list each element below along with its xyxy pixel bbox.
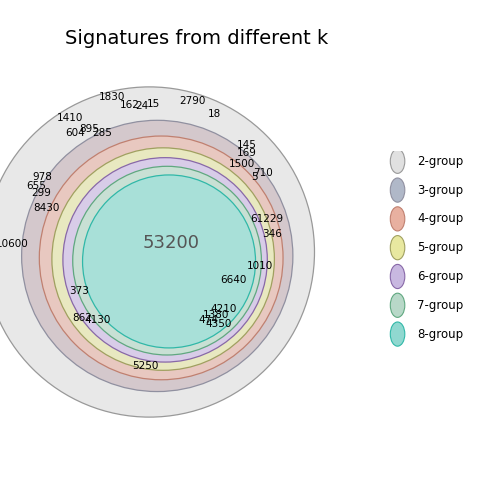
Text: 5: 5: [251, 172, 258, 182]
Text: 53200: 53200: [143, 234, 200, 253]
Text: 4350: 4350: [205, 319, 231, 329]
Text: 61229: 61229: [250, 214, 283, 224]
Text: 1380: 1380: [203, 310, 229, 320]
Text: 978: 978: [33, 171, 52, 181]
Circle shape: [390, 235, 405, 260]
Circle shape: [22, 120, 293, 392]
Text: 1830: 1830: [99, 92, 125, 102]
Text: 5250: 5250: [132, 361, 159, 371]
Circle shape: [39, 136, 283, 380]
Text: 1410: 1410: [57, 112, 83, 122]
Text: 1500: 1500: [229, 159, 256, 168]
Text: 895: 895: [80, 124, 100, 135]
Circle shape: [390, 207, 405, 231]
Text: 604: 604: [66, 129, 85, 138]
Text: 169: 169: [237, 148, 257, 158]
Circle shape: [52, 148, 274, 370]
Text: 8430: 8430: [33, 203, 59, 213]
Text: 299: 299: [31, 188, 51, 198]
Text: 6-group: 6-group: [417, 270, 463, 283]
Text: 162: 162: [120, 100, 140, 109]
Text: 655: 655: [26, 181, 46, 191]
Text: 474: 474: [199, 314, 218, 325]
Text: 2790: 2790: [179, 96, 206, 106]
Text: 373: 373: [69, 286, 89, 295]
Text: 285: 285: [92, 128, 112, 138]
Circle shape: [0, 87, 314, 417]
Text: 4210: 4210: [210, 304, 236, 314]
Text: 18: 18: [208, 109, 221, 119]
Text: 8-group: 8-group: [417, 328, 463, 341]
Circle shape: [73, 166, 262, 355]
Text: 6640: 6640: [221, 275, 247, 285]
Text: 4-group: 4-group: [417, 212, 463, 225]
Circle shape: [390, 293, 405, 318]
Text: 5-group: 5-group: [417, 241, 463, 254]
Circle shape: [390, 322, 405, 346]
Circle shape: [83, 175, 256, 348]
Text: 710: 710: [253, 168, 273, 178]
Text: 1010: 1010: [246, 261, 273, 271]
Circle shape: [390, 178, 405, 202]
Text: 15: 15: [147, 99, 160, 109]
Circle shape: [390, 149, 405, 173]
Text: 145: 145: [237, 140, 257, 150]
Text: 862: 862: [73, 313, 93, 323]
Text: 2-group: 2-group: [417, 155, 463, 168]
Text: 7-group: 7-group: [417, 299, 463, 312]
Circle shape: [390, 265, 405, 289]
Text: 4130: 4130: [84, 314, 111, 325]
Text: 10600: 10600: [0, 239, 29, 249]
Title: Signatures from different k: Signatures from different k: [65, 29, 328, 48]
Circle shape: [63, 158, 267, 362]
Text: 346: 346: [262, 229, 282, 239]
Text: 3-group: 3-group: [417, 183, 463, 197]
Text: 24: 24: [135, 101, 148, 111]
